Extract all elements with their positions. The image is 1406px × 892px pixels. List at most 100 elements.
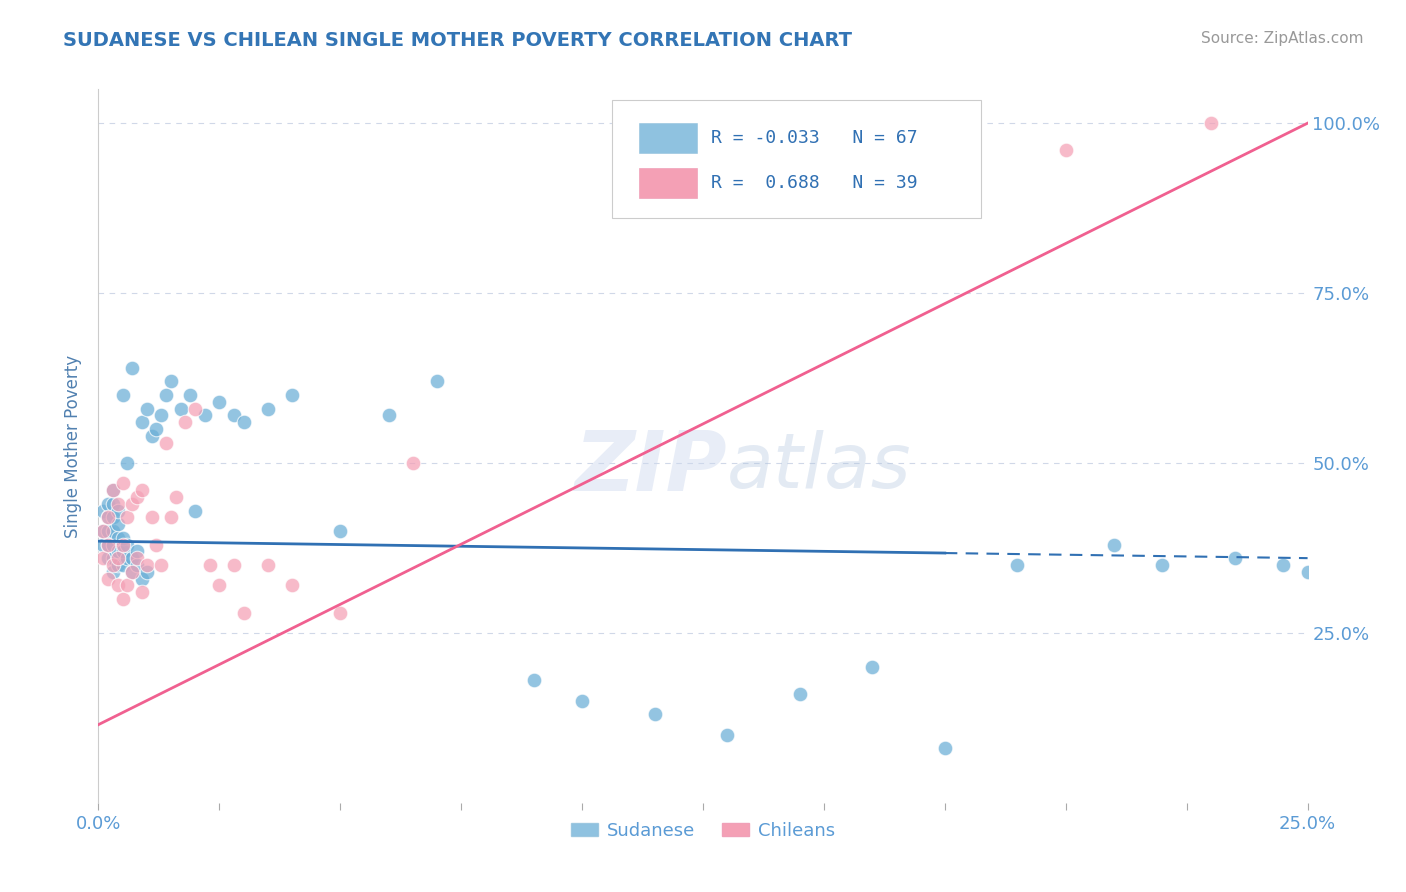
Point bbox=[208, 578, 231, 592]
Point bbox=[121, 565, 143, 579]
Point bbox=[107, 517, 129, 532]
Text: atlas: atlas bbox=[727, 431, 911, 504]
Point bbox=[107, 551, 129, 566]
Point bbox=[329, 606, 352, 620]
FancyBboxPatch shape bbox=[638, 123, 697, 153]
Point bbox=[97, 497, 120, 511]
Point bbox=[222, 558, 245, 572]
Point bbox=[101, 483, 124, 498]
Point bbox=[111, 537, 134, 551]
Point bbox=[194, 409, 217, 423]
Point bbox=[135, 558, 157, 572]
Point bbox=[571, 694, 593, 708]
Point bbox=[101, 497, 124, 511]
Text: SUDANESE VS CHILEAN SINGLE MOTHER POVERTY CORRELATION CHART: SUDANESE VS CHILEAN SINGLE MOTHER POVERT… bbox=[63, 31, 852, 50]
Point bbox=[184, 401, 207, 416]
Point bbox=[101, 524, 124, 538]
Point bbox=[1007, 558, 1029, 572]
Point bbox=[644, 707, 666, 722]
Point bbox=[121, 360, 143, 375]
Text: Source: ZipAtlas.com: Source: ZipAtlas.com bbox=[1201, 31, 1364, 46]
Point bbox=[198, 558, 221, 572]
Y-axis label: Single Mother Poverty: Single Mother Poverty bbox=[65, 354, 83, 538]
Point bbox=[141, 429, 163, 443]
Point bbox=[127, 551, 149, 566]
Point bbox=[91, 503, 114, 517]
Point bbox=[107, 558, 129, 572]
Point bbox=[127, 544, 149, 558]
Point bbox=[97, 551, 120, 566]
Point bbox=[111, 544, 134, 558]
Point bbox=[789, 687, 811, 701]
Point bbox=[860, 660, 883, 674]
Point bbox=[97, 572, 120, 586]
Point bbox=[107, 578, 129, 592]
Point bbox=[111, 476, 134, 491]
Point bbox=[377, 409, 399, 423]
Point bbox=[117, 537, 139, 551]
Point bbox=[716, 728, 738, 742]
Point bbox=[101, 510, 124, 524]
Point bbox=[97, 537, 120, 551]
Point bbox=[97, 537, 120, 551]
Point bbox=[426, 375, 449, 389]
Point bbox=[232, 606, 254, 620]
Point bbox=[934, 741, 956, 756]
Point bbox=[141, 510, 163, 524]
FancyBboxPatch shape bbox=[638, 169, 697, 198]
Point bbox=[174, 415, 197, 429]
Point bbox=[131, 585, 153, 599]
Point bbox=[97, 510, 120, 524]
Point bbox=[184, 503, 207, 517]
Point bbox=[101, 565, 124, 579]
Point bbox=[1272, 558, 1295, 572]
Point bbox=[1199, 116, 1222, 130]
Point bbox=[329, 524, 352, 538]
Point bbox=[117, 456, 139, 470]
Point bbox=[127, 490, 149, 504]
Point bbox=[107, 497, 129, 511]
Point bbox=[155, 435, 177, 450]
Point bbox=[523, 673, 546, 688]
Point bbox=[256, 558, 278, 572]
Point bbox=[160, 375, 183, 389]
Text: R =  0.688   N = 39: R = 0.688 N = 39 bbox=[711, 175, 918, 193]
FancyBboxPatch shape bbox=[613, 100, 981, 218]
Point bbox=[111, 558, 134, 572]
Legend: Sudanese, Chileans: Sudanese, Chileans bbox=[564, 815, 842, 847]
Point bbox=[145, 537, 167, 551]
Point bbox=[1296, 565, 1319, 579]
Point bbox=[121, 565, 143, 579]
Point bbox=[121, 551, 143, 566]
Point bbox=[179, 388, 201, 402]
Point bbox=[1054, 144, 1077, 158]
Point bbox=[91, 551, 114, 566]
Point bbox=[117, 551, 139, 566]
Point bbox=[402, 456, 425, 470]
Point bbox=[131, 415, 153, 429]
Point bbox=[1223, 551, 1246, 566]
Point bbox=[160, 510, 183, 524]
Point bbox=[150, 558, 173, 572]
Point bbox=[97, 510, 120, 524]
Point bbox=[121, 497, 143, 511]
Point bbox=[91, 524, 114, 538]
Point bbox=[1102, 537, 1125, 551]
Point bbox=[101, 551, 124, 566]
Point bbox=[117, 578, 139, 592]
Point bbox=[281, 388, 304, 402]
Point bbox=[131, 572, 153, 586]
Point bbox=[111, 591, 134, 606]
Point bbox=[165, 490, 187, 504]
Point bbox=[117, 510, 139, 524]
Point bbox=[256, 401, 278, 416]
Point bbox=[97, 524, 120, 538]
Point bbox=[107, 531, 129, 545]
Point bbox=[150, 409, 173, 423]
Point bbox=[131, 483, 153, 498]
Point bbox=[107, 503, 129, 517]
Point bbox=[91, 524, 114, 538]
Point bbox=[135, 565, 157, 579]
Point bbox=[91, 537, 114, 551]
Point bbox=[127, 558, 149, 572]
